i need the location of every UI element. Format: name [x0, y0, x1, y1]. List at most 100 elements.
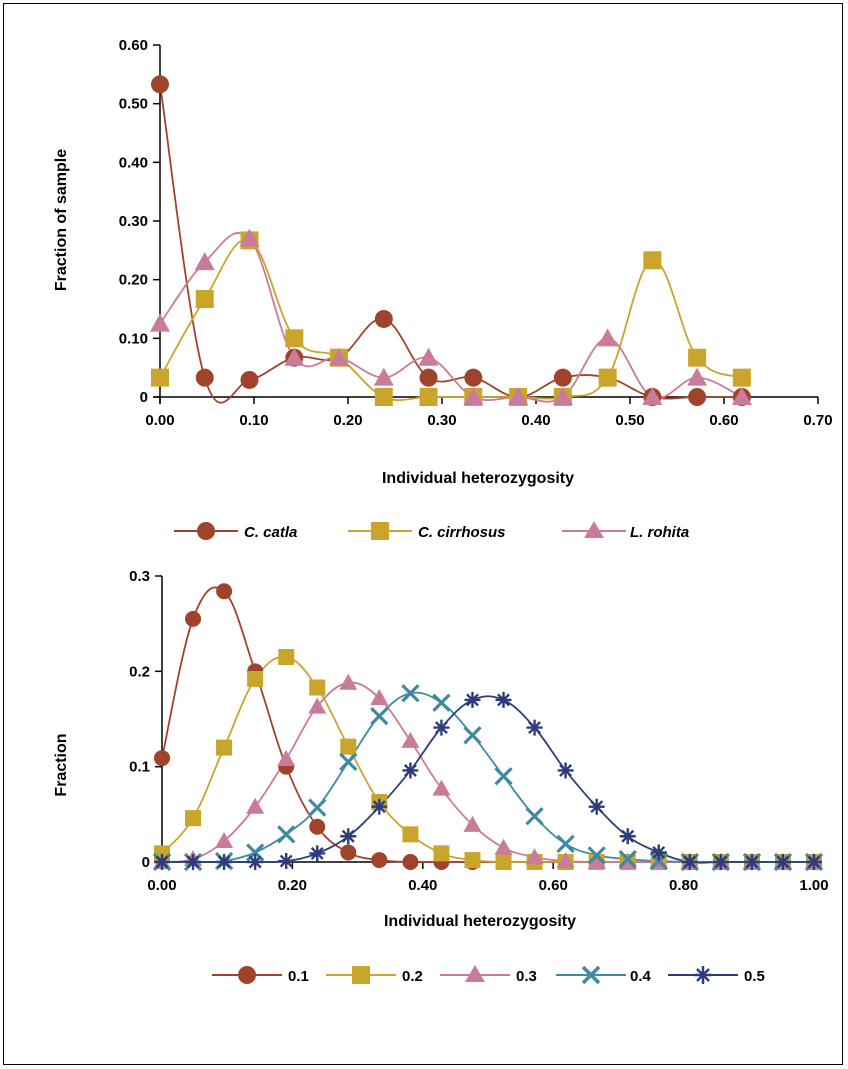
chart-2-point-s1-2: [185, 610, 202, 627]
legend-item-0-1: 0.1: [212, 966, 309, 985]
chart-1-point-s3-12: [642, 387, 663, 405]
legend-label-0-5: 0.5: [744, 968, 765, 985]
chart-2-point-s5-3: [216, 854, 233, 870]
chart-2-point-s5-18: [681, 854, 698, 870]
chart-1-point-s1-6: [374, 309, 393, 328]
chart-1-point-s1-13: [688, 388, 707, 406]
chart-2-x-tick-label: 0.80: [669, 877, 698, 894]
legend-label-0-4: 0.4: [630, 968, 652, 985]
chart-2-point-s5-7: [340, 828, 357, 845]
chart-1-point-s1-1: [151, 75, 169, 94]
chart-2-point-s2-7: [340, 738, 357, 755]
chart-1-x-tick-label: 0.30: [427, 412, 456, 429]
chart-2-point-s3-4: [246, 797, 265, 814]
legend-label-0-2: 0.2: [402, 968, 423, 985]
chart-2-point-s3-3: [215, 832, 234, 849]
chart-2-point-s3-6: [308, 697, 327, 714]
chart-2-point-s4-14: [556, 834, 575, 854]
chart-2-point-s4-5: [277, 825, 296, 844]
chart-2-point-s4-6: [308, 798, 327, 817]
chart-1-point-s3-2: [194, 252, 215, 271]
chart-1-point-s2-1: [151, 368, 169, 387]
chart-1-x-tick-label: 0.00: [145, 412, 174, 429]
chart-1-point-s3-9: [508, 387, 529, 405]
chart-2-x-tick-label: 0.00: [147, 877, 176, 894]
chart-2-xlabel: Individual heterozygosity: [384, 913, 576, 930]
chart-2-point-s4-17: [649, 851, 668, 871]
legend-marker-0-5: [694, 966, 712, 984]
chart-1-ylabel: Fraction of sample: [53, 149, 70, 291]
chart-2-y-tick-label: 0.2: [129, 663, 150, 680]
chart-2-point-s5-5: [278, 853, 295, 870]
chart-2-point-s4-9: [401, 684, 420, 703]
chart-2-y-tick-label: 0.3: [129, 568, 150, 585]
chart-2-point-s5-13: [526, 719, 543, 736]
legend-marker-cirrhosus: [371, 522, 389, 540]
chart-1-point-s1-2: [195, 368, 214, 387]
chart-1-x-tick-label: 0.70: [803, 412, 832, 429]
chart-2-point-s1-7: [340, 844, 357, 861]
legend-item-0-5: 0.5: [668, 966, 765, 985]
chart-2-point-s3-11: [463, 815, 482, 832]
chart-1-point-s1-7: [419, 368, 438, 387]
chart-2-point-s2-6: [309, 679, 326, 696]
legend-item-0-4: 0.4: [556, 965, 652, 985]
chart-2-point-s5-20: [743, 854, 760, 870]
chart-2-point-s5-22: [806, 854, 822, 870]
chart-2: 0 0.1 0.2 0.3 0.00 0.20 0.40 0.60 0.80 1.00 Fract…: [53, 568, 829, 985]
chart-2-point-s1-1: [154, 750, 170, 767]
chart-1-plot: 0 0.10 0.20 0.30 0.40 0.50 0.60 0.00 0.10 0.20 0.3…: [119, 37, 833, 429]
chart-1-point-s1-8: [464, 368, 483, 387]
chart-2-point-s2-4: [247, 670, 264, 687]
chart-1-point-s3-5: [329, 347, 350, 366]
chart-2-point-s5-1: [154, 854, 170, 870]
chart-1-x-tick-label: 0.50: [615, 412, 644, 429]
chart-2-point-s5-2: [185, 854, 202, 870]
chart-2-point-s1-8: [371, 852, 388, 869]
chart-2-point-s2-9: [402, 826, 419, 843]
figure-frame: [3, 3, 843, 1065]
chart-1-point-s3-10: [552, 387, 573, 405]
chart-2-point-s3-13: [525, 848, 544, 865]
chart-2-point-s4-15: [587, 846, 606, 865]
chart-2-point-s2-10: [433, 845, 450, 862]
chart-2-point-s4-10: [432, 693, 451, 712]
legend-item-0-3: 0.3: [440, 965, 537, 985]
chart-2-point-s3-14: [556, 852, 575, 869]
chart-1-y-tick-label: 0.40: [119, 154, 148, 171]
chart-1-point-s3-14: [731, 387, 752, 405]
chart-2-y-tick-label: 0.1: [129, 759, 150, 776]
chart-2-point-s5-12: [495, 691, 512, 708]
chart-2-point-s5-8: [371, 798, 388, 815]
legend-label-0-3: 0.3: [516, 968, 537, 985]
chart-2-x-tick-label: 0.60: [539, 877, 568, 894]
chart-2-point-s5-9: [402, 762, 419, 779]
chart-1-point-s3-13: [687, 367, 708, 386]
chart-2-point-s4-12: [494, 767, 513, 786]
chart-2-point-s5-6: [309, 845, 326, 862]
chart-1-point-s2-12: [643, 251, 662, 270]
legend-item-0-2: 0.2: [326, 966, 423, 985]
chart-2-point-s2-11: [464, 852, 481, 869]
chart-2-point-s3-15: [587, 853, 606, 869]
chart-1-point-s1-3: [240, 370, 259, 389]
chart-1-point-s3-4: [284, 347, 305, 366]
chart-2-point-s3-9: [401, 731, 420, 748]
chart-2-point-s3-5: [277, 750, 296, 767]
chart-2-point-s1-3: [216, 583, 233, 600]
chart-2-point-s2-3: [216, 739, 233, 756]
chart-2-series-line-4: [161, 691, 814, 863]
chart-2-x-tick-label: 1.00: [799, 877, 828, 894]
chart-2-point-s3-7: [339, 673, 358, 690]
chart-2-point-s3-8: [370, 689, 389, 706]
chart-2-point-s5-15: [588, 798, 605, 815]
chart-2-point-s5-17: [650, 844, 667, 861]
chart-2-point-s3-12: [494, 838, 513, 855]
chart-2-point-s5-14: [557, 762, 574, 779]
legend-item-cirrhosus: C. cirrhosus: [348, 522, 506, 541]
chart-1-x-tick-label: 0.10: [239, 412, 268, 429]
chart-1-y-tick-label: 0: [140, 389, 148, 406]
chart-1-x-tick-label: 0.40: [521, 412, 550, 429]
chart-2-point-s1-9: [402, 854, 419, 870]
chart-1-x-tick-label: 0.60: [709, 412, 738, 429]
